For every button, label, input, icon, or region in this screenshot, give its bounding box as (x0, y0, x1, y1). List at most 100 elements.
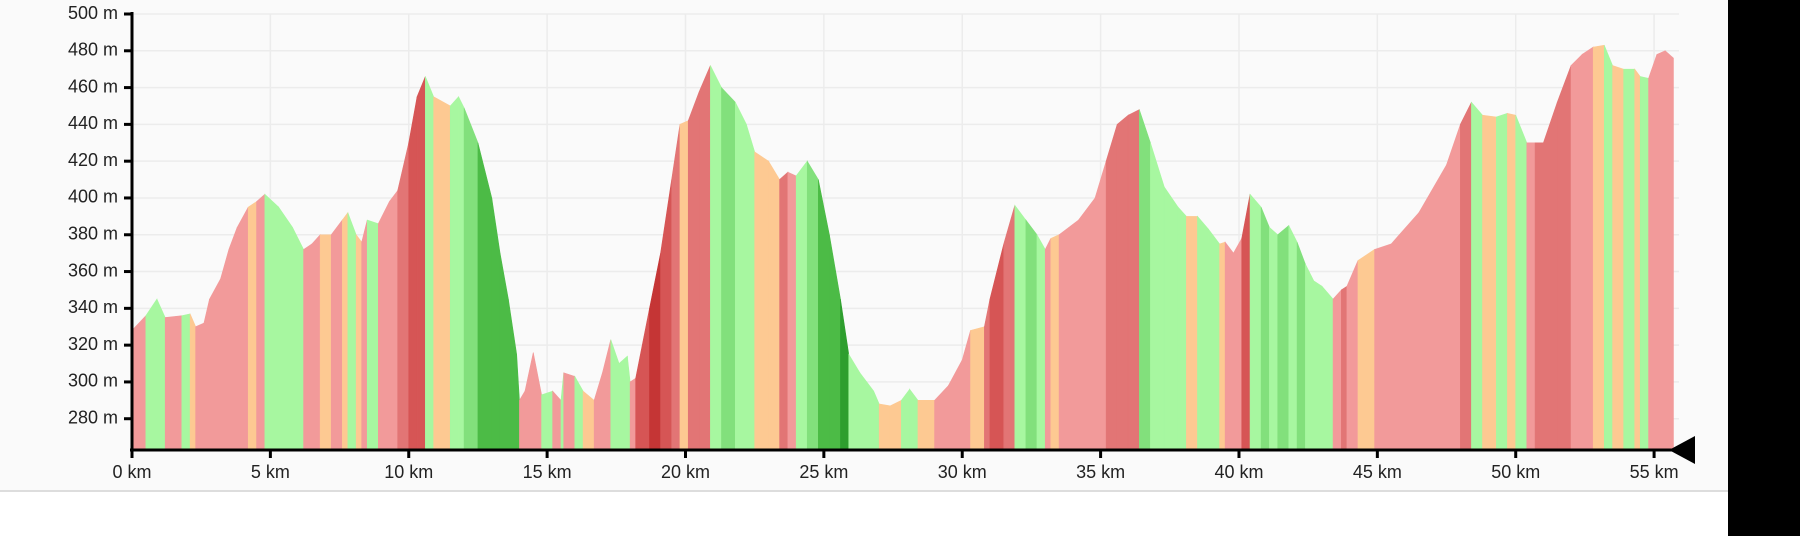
slope-segment (389, 189, 398, 451)
slope-segment (1036, 233, 1046, 451)
slope-segment (378, 201, 390, 451)
slope-segment (361, 219, 368, 451)
slope-segment (433, 96, 451, 451)
slope-segment (1014, 204, 1027, 451)
slope-segment (552, 390, 562, 451)
slope-segment (1581, 46, 1594, 451)
slope-segment (209, 278, 221, 451)
slope-segment (1603, 45, 1613, 451)
slope-segment (236, 207, 249, 451)
slope-segment (228, 227, 238, 451)
slope-segment (1496, 112, 1508, 451)
x-tick-label: 15 km (523, 462, 572, 482)
y-tick-label: 500 m (68, 3, 118, 23)
slope-segment (1482, 114, 1497, 451)
y-tick-label: 380 m (68, 224, 118, 244)
slope-segment (1208, 228, 1220, 451)
slope-segment (425, 76, 434, 451)
x-tick-label: 20 km (661, 462, 710, 482)
slope-segment (735, 102, 747, 451)
y-tick-label: 460 m (68, 76, 118, 96)
slope-segment (1664, 50, 1674, 451)
slope-segment (618, 355, 628, 451)
slope-segment (463, 107, 479, 451)
slope-segment (787, 171, 797, 451)
slope-segment (156, 299, 166, 451)
slope-segment (1460, 102, 1472, 451)
slope-segment (1534, 142, 1544, 451)
x-tick-label: 40 km (1214, 462, 1263, 482)
x-tick-label: 55 km (1630, 462, 1679, 482)
slope-segment (901, 388, 910, 451)
x-tick-label: 35 km (1076, 462, 1125, 482)
slope-segment (1105, 124, 1118, 451)
axes: 280 m 300 m 320 m 340 m 360 m 380 m 400 m 420 m… (68, 3, 1695, 482)
slope-segment (754, 151, 769, 451)
slope-segment (746, 124, 755, 451)
slope-segment (278, 206, 293, 451)
slope-segment (1127, 109, 1140, 451)
slope-segment (342, 211, 349, 451)
slope-segment (582, 390, 595, 451)
slope-segment (721, 86, 736, 451)
slope-segment (477, 142, 493, 451)
slope-segment (1050, 234, 1060, 451)
slope-segment (563, 372, 576, 451)
slope-segment (1592, 44, 1605, 451)
slope-segment (1446, 124, 1461, 451)
x-tick-label: 10 km (384, 462, 433, 482)
slope-segment (1094, 161, 1107, 451)
slope-segment (1305, 264, 1314, 451)
slope-segment (1357, 248, 1375, 451)
y-tick-label: 280 m (68, 407, 118, 427)
slope-segment (1332, 289, 1342, 451)
slope-segment (1418, 163, 1447, 451)
axis-arrow (1669, 436, 1695, 464)
slope-segment (1058, 219, 1079, 451)
slope-segment (1269, 226, 1279, 451)
slope-segment (458, 96, 465, 451)
slope-segment (1224, 241, 1234, 451)
slope-segment (1197, 215, 1209, 451)
slope-segment (1526, 142, 1536, 451)
slope-segment (330, 219, 343, 451)
slope-segment (203, 299, 210, 451)
y-tick-label: 420 m (68, 150, 118, 170)
slope-segment (699, 65, 711, 451)
slope-segment (408, 96, 418, 451)
slope-segment (1078, 197, 1096, 451)
slope-segment (878, 403, 891, 451)
slope-segment (1233, 237, 1243, 451)
slope-segment (303, 243, 313, 451)
slope-segment (687, 91, 700, 451)
slope-segment (779, 171, 789, 451)
slope-segment (1507, 112, 1517, 451)
slope-segment (1003, 205, 1016, 451)
slope-segment (1116, 114, 1129, 451)
slope-segment (311, 233, 321, 451)
slope-segment (970, 326, 985, 451)
slope-segment (629, 377, 636, 451)
slope-segment (1648, 54, 1658, 451)
slope-segment (355, 233, 362, 451)
slope-segment (1313, 280, 1323, 451)
slope-segment (806, 160, 819, 451)
slope-segment (1177, 206, 1187, 451)
slope-segment (1044, 238, 1052, 451)
slope-segment (1296, 242, 1306, 451)
slope-segment (1346, 260, 1359, 451)
slope-segment (710, 65, 722, 451)
slope-segment (195, 322, 205, 451)
slope-segment (1390, 211, 1420, 451)
slope-segment (1612, 65, 1624, 451)
x-tick-label: 45 km (1353, 462, 1402, 482)
slope-segment (247, 201, 257, 451)
slope-segment (1186, 216, 1198, 451)
slope-segment (164, 315, 183, 451)
slope-segment (264, 193, 279, 451)
area (131, 44, 1674, 451)
slope-segment (292, 227, 304, 451)
slope-segment (541, 390, 553, 451)
slope-segment (1025, 219, 1038, 451)
